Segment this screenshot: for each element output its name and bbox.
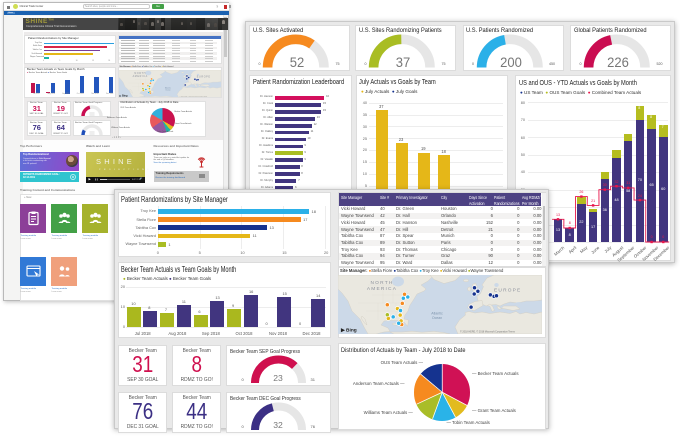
- svg-text:NORTH: NORTH: [370, 280, 393, 286]
- svg-text:EUROPE: EUROPE: [197, 77, 211, 79]
- svg-text:AMERICA: AMERICA: [366, 286, 396, 292]
- svg-text:AMERICA: AMERICA: [133, 75, 148, 78]
- svg-text:Ocean: Ocean: [165, 89, 170, 91]
- svg-text:Atlantic: Atlantic: [165, 86, 171, 89]
- svg-text:▶︎ Bing: ▶︎ Bing: [118, 94, 128, 97]
- svg-text:NORTH: NORTH: [134, 73, 146, 75]
- svg-text:Ocean: Ocean: [431, 316, 441, 320]
- svg-text:© 2018 HERE, © 2018 Microsoft: © 2018 HERE, © 2018 Microsoft Corporatio…: [460, 331, 516, 334]
- svg-text:Atlantic: Atlantic: [431, 312, 443, 316]
- svg-text:▶︎ Bing: ▶︎ Bing: [340, 328, 357, 334]
- svg-text:EUROPE: EUROPE: [494, 288, 521, 294]
